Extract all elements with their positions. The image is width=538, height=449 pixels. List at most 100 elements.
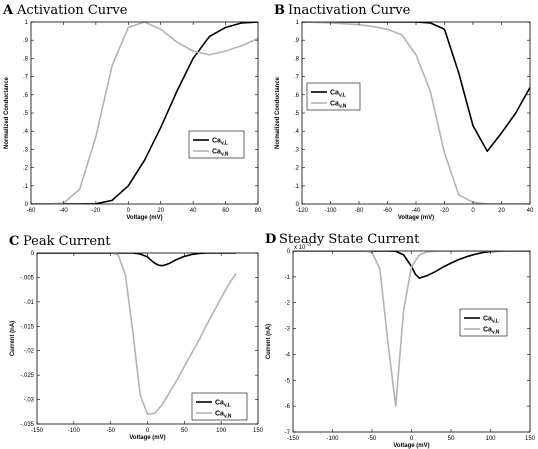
y-tick-label: 0: [296, 202, 300, 208]
x-tick-label: 20: [157, 208, 164, 214]
chart-panel-b: B Inactivation Curve -120 -100 -80 -60 -40 -20 0…: [274, 3, 534, 221]
chart-title: Peak Current: [23, 234, 111, 249]
series-line-v-l: [31, 22, 258, 204]
y-tick-label: .6: [23, 93, 29, 99]
x-tick-label: 0: [410, 436, 414, 442]
legend-label: Cav,N: [212, 149, 229, 158]
x-tick-label: 40: [527, 208, 534, 214]
y-tick-label: -.01: [24, 300, 35, 306]
x-axis-label: Voltage (mV): [393, 443, 429, 449]
y-tick-label: .9: [23, 38, 29, 44]
legend: Cav,L Cav,N: [459, 308, 508, 337]
y-axis-label: Current (nA): [10, 321, 16, 356]
x-tick-label: 150: [525, 436, 536, 442]
x-tick-label: 100: [485, 436, 496, 442]
legend-label: Cav,L: [212, 138, 228, 147]
x-tick-label: 150: [253, 428, 264, 434]
legend-label: Cav,L: [215, 400, 231, 409]
y-tick-label: -7: [285, 430, 291, 436]
chart-panel-a: A Activation Curve -60 -40 -20 0 20 40 60 80 0 .1 .2…: [2, 3, 262, 221]
y-tick-label: -2: [285, 301, 291, 307]
series-line-v-l: [293, 251, 530, 279]
legend-label: Cav,L: [483, 316, 499, 325]
x-tick-label: -50: [106, 428, 115, 434]
chart-title: Steady State Current: [279, 232, 420, 247]
chart-panel-c: C Peak Current -150 -100 -50 0 50 100 150 -.035 -.…: [9, 234, 264, 441]
x-tick-label: -20: [440, 208, 449, 214]
y-tick-label: .1: [294, 184, 300, 190]
y-tick-label: .4: [294, 129, 300, 135]
series-line-v-n: [31, 22, 258, 204]
x-axis-label: Voltage (mV): [126, 215, 162, 221]
legend-label: Cav,N: [483, 327, 500, 336]
y-tick-label: .8: [23, 56, 29, 62]
series-line-v-n: [302, 22, 530, 204]
x-tick-label: 20: [498, 208, 505, 214]
x-tick-label: -20: [92, 208, 101, 214]
x-tick-label: 0: [146, 428, 150, 434]
x-axis-label: Voltage (mV): [398, 215, 434, 221]
series-line-v-l: [37, 253, 236, 267]
y-tick-label: -4: [285, 352, 291, 358]
y-axis-label: Current (nA): [266, 324, 272, 359]
y-axis-label: Normalized Conductance: [4, 76, 10, 149]
y-tick-label: .8: [294, 56, 300, 62]
y-tick-label: -.02: [24, 349, 35, 355]
y-tick-label: .5: [23, 111, 29, 117]
y-tick-label: 1: [296, 20, 300, 26]
x-tick-label: 100: [216, 428, 227, 434]
x-tick-label: -100: [68, 428, 81, 434]
y-tick-label: .5: [294, 111, 300, 117]
y-tick-label: .2: [294, 166, 300, 172]
x-tick-label: 50: [448, 436, 455, 442]
x-tick-label: -100: [324, 208, 337, 214]
y-tick-label: -5: [285, 378, 291, 384]
legend: Cav,L Cav,N: [191, 392, 248, 421]
x-tick-label: -120: [296, 208, 309, 214]
legend-box: [188, 130, 245, 159]
x-tick-label: -40: [59, 208, 68, 214]
y-tick-label: -1: [285, 275, 291, 281]
y-tick-label: 1: [25, 20, 29, 26]
axes-box: [30, 21, 259, 205]
panel-letter: A: [2, 3, 14, 18]
y-tick-label: .9: [294, 38, 300, 44]
legend-label: Cav,N: [330, 101, 347, 110]
x-tick-label: -150: [287, 436, 300, 442]
x-tick-label: -60: [27, 208, 36, 214]
y-tick-label: .2: [23, 166, 29, 172]
legend: Cav,L Cav,N: [306, 82, 361, 111]
x-tick-label: 80: [255, 208, 262, 214]
chart-panel-d: D Steady State Current-150 -100 -50 0 50 100 15…: [265, 232, 536, 449]
y-axis-label: Normalized Conductance: [275, 76, 281, 149]
x-tick-label: -100: [326, 436, 339, 442]
legend-label: Cav,L: [330, 90, 346, 99]
y-tick-label: -.005: [20, 275, 34, 281]
axes-box: [301, 21, 531, 205]
x-tick-label: -60: [383, 208, 392, 214]
x-tick-label: -80: [355, 208, 364, 214]
panel-letter: C: [9, 234, 19, 249]
series-line-v-l: [302, 22, 530, 153]
y-tick-label: -3: [285, 327, 291, 333]
y-tick-label: .6: [294, 93, 300, 99]
y-axis-multiplier: x 10-3: [294, 242, 311, 251]
y-tick-label: .3: [294, 147, 300, 153]
y-tick-label: -.025: [20, 373, 34, 379]
y-tick-label: -.035: [20, 422, 34, 428]
axes-box: [292, 250, 531, 433]
y-tick-label: -.015: [20, 324, 34, 330]
chart-title: Activation Curve: [16, 3, 128, 18]
x-tick-label: 0: [471, 208, 475, 214]
x-tick-label: -50: [368, 436, 377, 442]
y-tick-label: 0: [25, 202, 29, 208]
legend: Cav,L Cav,N: [188, 130, 245, 159]
y-tick-label: .3: [23, 147, 29, 153]
y-tick-label: .4: [23, 129, 29, 135]
x-axis-label: Voltage (mV): [129, 435, 165, 441]
y-tick-label: -6: [285, 404, 291, 410]
panel-letter: B: [274, 3, 285, 18]
y-tick-label: .1: [23, 184, 29, 190]
legend-label: Cav,N: [215, 411, 232, 420]
